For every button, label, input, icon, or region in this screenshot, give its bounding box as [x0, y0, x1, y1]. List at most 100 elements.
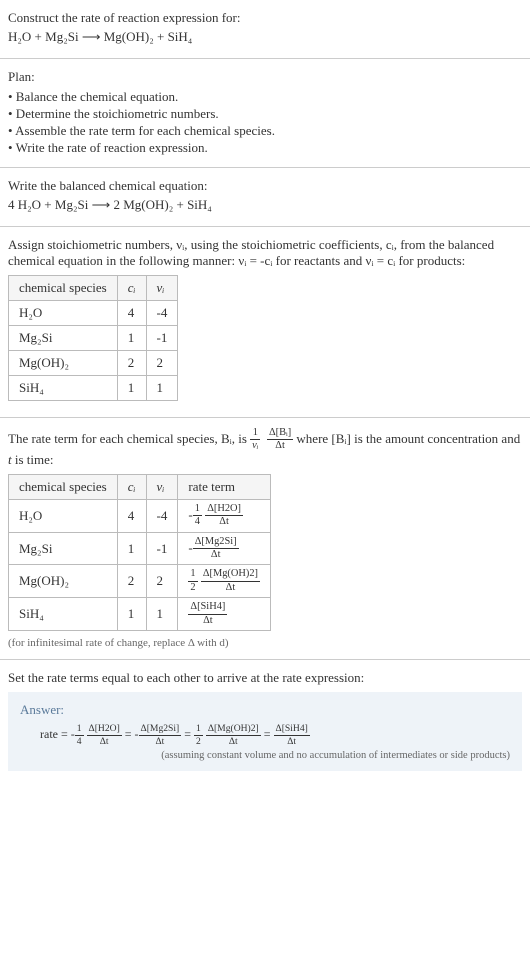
den: 2: [188, 582, 197, 593]
stoich-table: chemical species cᵢ νᵢ H₂O4-4 Mg₂Si1-1 M…: [8, 275, 178, 401]
cell: 2: [117, 565, 146, 598]
col-rateterm: rate term: [178, 474, 271, 499]
table-row: SiH₄ 1 1 Δ[SiH4]Δt: [9, 598, 271, 631]
table-row: H₂O4-4: [9, 301, 178, 326]
vi-label: νᵢ: [157, 280, 165, 295]
cell: 2: [117, 351, 146, 376]
vi-label: νᵢ: [157, 479, 165, 494]
delta-frac: Δ[SiH4]Δt: [188, 602, 227, 626]
col-species: chemical species: [9, 276, 118, 301]
num: 1: [250, 428, 260, 440]
rateterm-section: The rate term for each chemical species,…: [0, 418, 530, 660]
coef-frac: 14: [75, 724, 84, 746]
cell: Mg(OH)₂: [9, 351, 118, 376]
delta-frac: Δ[Mg2Si]Δt: [139, 724, 182, 746]
table-row: H₂O 4 -4 -14 Δ[H2O]Δt: [9, 499, 271, 532]
cell: SiH₄: [9, 376, 118, 401]
den: Δt: [206, 736, 261, 747]
ci-label: cᵢ: [128, 280, 136, 295]
cell: 1: [117, 532, 146, 565]
cell: 1: [117, 326, 146, 351]
num: 1: [188, 569, 197, 581]
answer-equation: rate = -14 Δ[H2O]Δt = -Δ[Mg2Si]Δt = 12 Δ…: [40, 724, 510, 746]
num: 1: [194, 724, 203, 736]
num: Δ[SiH4]: [188, 602, 227, 614]
cell: 2: [146, 565, 178, 598]
coef-frac: 12: [194, 724, 203, 746]
intro-b: where [Bᵢ] is the amount concentration a…: [296, 431, 520, 446]
cell: -1: [146, 326, 178, 351]
final-title: Set the rate terms equal to each other t…: [8, 670, 522, 686]
plan-list: • Balance the chemical equation. • Deter…: [8, 89, 522, 156]
delta-frac: Δ[Mg2Si]Δt: [193, 537, 239, 561]
cell-rate: 12 Δ[Mg(OH)2]Δt: [178, 565, 271, 598]
num: Δ[SiH4]: [274, 724, 310, 736]
den: Δt: [188, 615, 227, 626]
cell: 1: [146, 598, 178, 631]
coef-frac: 14: [193, 504, 202, 528]
col-ci: cᵢ: [117, 276, 146, 301]
num: Δ[Mg2Si]: [193, 537, 239, 549]
num: Δ[Mg(OH)2]: [201, 569, 260, 581]
den: νᵢ: [250, 440, 260, 451]
table-header-row: chemical species cᵢ νᵢ rate term: [9, 474, 271, 499]
plan-item: • Determine the stoichiometric numbers.: [8, 106, 522, 122]
col-vi: νᵢ: [146, 276, 178, 301]
prompt-equation: H₂O + Mg₂Si ⟶ Mg(OH)₂ + SiH₄: [8, 29, 522, 45]
den: Δt: [87, 736, 122, 747]
delta-frac: Δ[H2O]Δt: [205, 504, 243, 528]
den: Δt: [193, 549, 239, 560]
cell: 4: [117, 499, 146, 532]
den: Δt: [267, 440, 293, 451]
den: 4: [193, 516, 202, 527]
num: Δ[Mg(OH)2]: [206, 724, 261, 736]
table-header-row: chemical species cᵢ νᵢ: [9, 276, 178, 301]
den: 2: [194, 736, 203, 747]
prompt-text: Construct the rate of reaction expressio…: [8, 10, 522, 26]
col-species: chemical species: [9, 474, 118, 499]
delta-frac: Δ[Mg(OH)2]Δt: [206, 724, 261, 746]
cell: -4: [146, 499, 178, 532]
delta-frac: Δ[H2O]Δt: [87, 724, 122, 746]
rateterm-table: chemical species cᵢ νᵢ rate term H₂O 4 -…: [8, 474, 271, 631]
coef-frac: 12: [188, 569, 197, 593]
cell: 1: [117, 376, 146, 401]
plan-item: • Write the rate of reaction expression.: [8, 140, 522, 156]
prompt-section: Construct the rate of reaction expressio…: [0, 0, 530, 59]
col-vi: νᵢ: [146, 474, 178, 499]
num: Δ[H2O]: [205, 504, 243, 516]
cell-rate: Δ[SiH4]Δt: [178, 598, 271, 631]
col-ci: cᵢ: [117, 474, 146, 499]
rate-prefix: rate =: [40, 727, 71, 741]
delta-frac: Δ[Mg(OH)2]Δt: [201, 569, 260, 593]
stoich-section: Assign stoichiometric numbers, νᵢ, using…: [0, 227, 530, 418]
cell: Mg(OH)₂: [9, 565, 118, 598]
frac-1-over-vi: 1νᵢ: [250, 428, 260, 452]
ci-label: cᵢ: [128, 479, 136, 494]
stoich-intro: Assign stoichiometric numbers, νᵢ, using…: [8, 237, 522, 269]
answer-label: Answer:: [20, 702, 510, 718]
plan-item: • Balance the chemical equation.: [8, 89, 522, 105]
table-row: Mg(OH)₂ 2 2 12 Δ[Mg(OH)2]Δt: [9, 565, 271, 598]
final-section: Set the rate terms equal to each other t…: [0, 660, 530, 781]
num: Δ[H2O]: [87, 724, 122, 736]
balanced-equation: 4 H₂O + Mg₂Si ⟶ 2 Mg(OH)₂ + SiH₄: [8, 197, 522, 213]
den: Δt: [205, 516, 243, 527]
cell: Mg₂Si: [9, 326, 118, 351]
den: Δt: [201, 582, 260, 593]
cell: 1: [117, 598, 146, 631]
cell: H₂O: [9, 301, 118, 326]
num: Δ[Mg2Si]: [139, 724, 182, 736]
answer-box: Answer: rate = -14 Δ[H2O]Δt = -Δ[Mg2Si]Δ…: [8, 692, 522, 771]
cell: 4: [117, 301, 146, 326]
cell-rate: -14 Δ[H2O]Δt: [178, 499, 271, 532]
cell: 1: [146, 376, 178, 401]
rateterm-note: (for infinitesimal rate of change, repla…: [8, 637, 522, 649]
plan-title: Plan:: [8, 69, 522, 85]
cell: 2: [146, 351, 178, 376]
balanced-title: Write the balanced chemical equation:: [8, 178, 522, 194]
intro-c: is time:: [12, 452, 54, 467]
table-row: SiH₄11: [9, 376, 178, 401]
den: 4: [75, 736, 84, 747]
answer-note: (assuming constant volume and no accumul…: [20, 750, 510, 761]
